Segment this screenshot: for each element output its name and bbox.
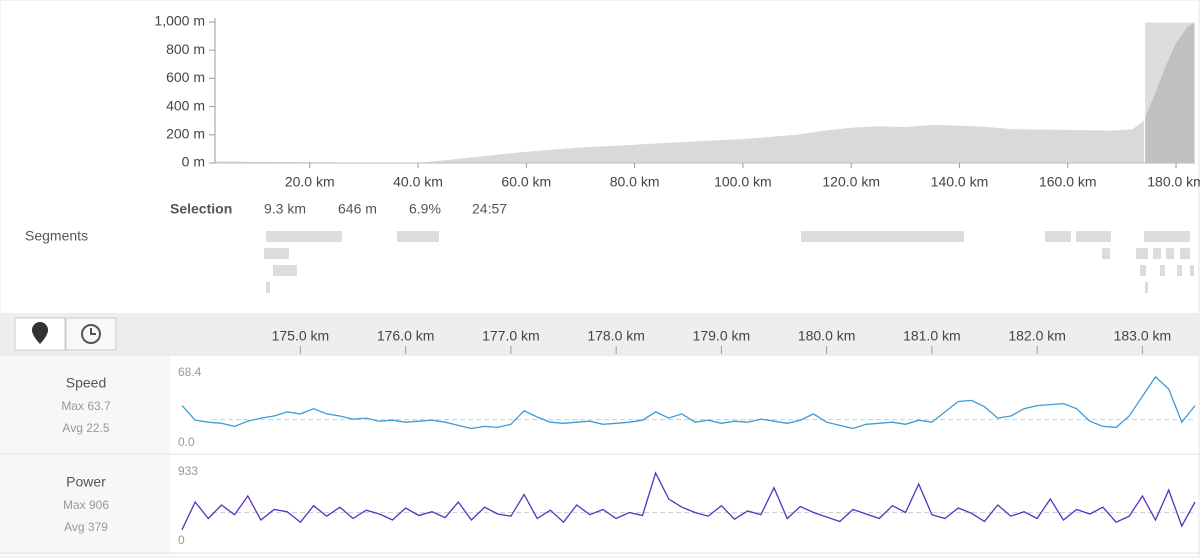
x-tick-label: 178.0 km — [587, 328, 645, 344]
y-tick-label: 800 m — [166, 41, 205, 57]
y-tick-label: 0.0 — [178, 435, 195, 449]
stat-label: Avg — [64, 520, 84, 534]
x-tick-label: 40.0 km — [393, 174, 443, 190]
stat-value: 63.7 — [87, 399, 111, 413]
x-tick-label: 177.0 km — [482, 328, 540, 344]
x-tick-label: 182.0 km — [1008, 328, 1066, 344]
x-tick-label: 100.0 km — [714, 174, 772, 190]
stat-label: Max — [63, 498, 86, 512]
y-tick-label: 933 — [178, 464, 198, 478]
toolbar — [0, 313, 1200, 355]
panel-stat: Avg 379 — [64, 520, 108, 534]
selection-grade: 6.9% — [409, 201, 441, 217]
x-tick-label: 80.0 km — [610, 174, 660, 190]
panel-title: Power — [66, 474, 106, 490]
selection-shade — [1144, 21, 1196, 164]
y-tick-label: 400 m — [166, 97, 205, 113]
selection-label: Selection — [170, 201, 232, 217]
elevation-area — [215, 22, 1195, 163]
pin-icon — [32, 322, 48, 344]
y-tick-label: 68.4 — [178, 365, 202, 379]
y-tick-label: 600 m — [166, 69, 205, 85]
selection-distance: 9.3 km — [264, 201, 306, 217]
panel-stat: Max 63.7 — [61, 399, 111, 413]
panel-stat: Max 906 — [63, 498, 109, 512]
segment-bars[interactable] — [264, 231, 1194, 293]
x-tick-label: 176.0 km — [377, 328, 435, 344]
clock-icon — [81, 324, 101, 344]
x-tick-label: 183.0 km — [1114, 328, 1172, 344]
clock-hands — [90, 328, 96, 335]
x-tick-label: 180.0 km — [798, 328, 856, 344]
x-tick-label: 120.0 km — [822, 174, 880, 190]
stat-label: Max — [61, 399, 84, 413]
x-tick-label: 181.0 km — [903, 328, 961, 344]
y-tick-label: 0 — [178, 533, 185, 547]
panel-stat: Avg 22.5 — [62, 421, 109, 435]
stats-column — [0, 355, 170, 555]
stat-value: 22.5 — [86, 421, 110, 435]
x-tick-label: 60.0 km — [501, 174, 551, 190]
x-tick-label: 140.0 km — [931, 174, 989, 190]
segments-label: Segments — [25, 228, 88, 244]
x-tick-label: 179.0 km — [693, 328, 751, 344]
selection-time: 24:57 — [472, 201, 507, 217]
data-line — [181, 375, 1196, 430]
data-line — [181, 471, 1196, 530]
panel-title: Speed — [66, 375, 106, 391]
y-tick-label: 200 m — [166, 126, 205, 142]
x-tick-label: 175.0 km — [272, 328, 330, 344]
x-tick-label: 20.0 km — [285, 174, 335, 190]
stat-value: 906 — [89, 498, 109, 512]
stat-label: Avg — [62, 421, 82, 435]
x-tick-label: 180.0 km — [1147, 174, 1200, 190]
stat-value: 379 — [88, 520, 108, 534]
selection-elevation: 646 m — [338, 201, 377, 217]
x-tick-label: 160.0 km — [1039, 174, 1097, 190]
y-tick-label: 0 m — [182, 154, 205, 170]
y-tick-label: 1,000 m — [154, 13, 205, 29]
